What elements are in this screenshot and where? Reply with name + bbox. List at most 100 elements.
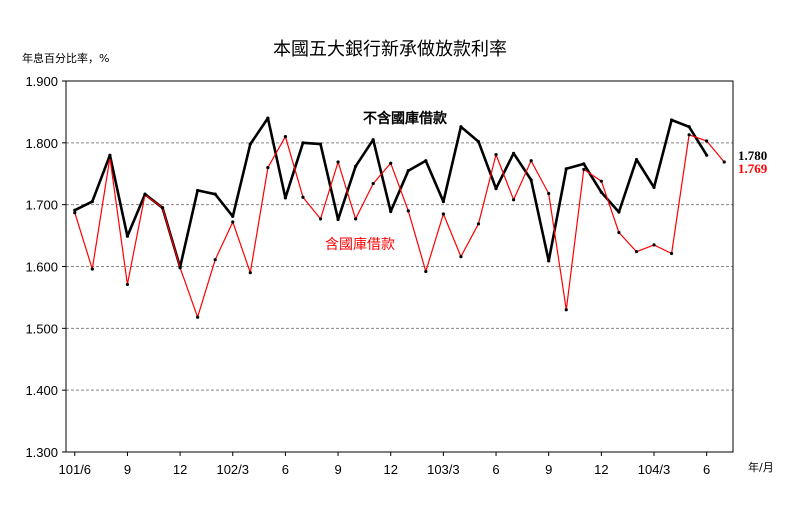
- x-tick-label: 6: [492, 462, 499, 477]
- x-tick-label: 102/3: [216, 462, 249, 477]
- data-point: [547, 259, 551, 263]
- x-tick-label: 6: [282, 462, 289, 477]
- x-tick-label: 104/3: [638, 462, 671, 477]
- y-axis-ticks: 1.300 1.400 1.500 1.600 1.700 1.800 1.900: [25, 74, 66, 460]
- x-axis-ticks: 101/6 9 12 102/3 6 9 12 103/3 6 9 12 104/3 6: [59, 452, 710, 477]
- data-point: [599, 179, 603, 183]
- data-point: [90, 267, 94, 271]
- series-group: [73, 116, 726, 319]
- y-tick-label: 1.600: [25, 260, 58, 275]
- data-point: [476, 139, 481, 144]
- y-tick-label: 1.800: [25, 136, 58, 151]
- data-point: [125, 234, 130, 238]
- data-point: [389, 161, 393, 165]
- grid-lines: [66, 142, 733, 391]
- data-point: [283, 135, 288, 139]
- data-point: [389, 209, 393, 214]
- series-line-including-treasury: [74, 134, 725, 318]
- data-point: [547, 191, 551, 196]
- data-point: [599, 190, 603, 194]
- data-point: [266, 165, 270, 170]
- data-point: [564, 308, 568, 312]
- data-point: [73, 208, 77, 212]
- end-value-excluding-treasury: 1.780: [738, 148, 767, 163]
- data-point: [582, 162, 586, 166]
- data-point: [634, 157, 639, 162]
- x-tick-label: 9: [545, 462, 552, 477]
- data-point: [669, 118, 674, 122]
- data-point: [687, 125, 691, 129]
- data-point: [424, 269, 428, 274]
- data-point: [494, 186, 498, 191]
- data-point: [318, 142, 323, 146]
- x-tick-label: 12: [173, 462, 187, 477]
- data-point: [406, 209, 410, 213]
- data-point: [652, 185, 656, 189]
- x-tick-label: 103/3: [427, 462, 460, 477]
- data-point: [529, 178, 533, 182]
- data-point: [336, 160, 340, 164]
- data-point: [511, 151, 516, 155]
- data-point: [248, 271, 252, 275]
- x-tick-label: 12: [594, 462, 608, 477]
- data-point: [266, 116, 270, 120]
- data-point: [371, 138, 375, 142]
- data-point: [354, 164, 358, 168]
- data-point: [617, 230, 621, 235]
- data-point: [213, 192, 217, 196]
- data-point: [564, 167, 568, 171]
- data-point: [705, 139, 709, 143]
- y-tick-label: 1.700: [25, 198, 58, 213]
- data-point: [582, 167, 586, 172]
- data-point: [143, 193, 147, 197]
- data-point: [634, 250, 639, 254]
- x-tick-label: 101/6: [59, 462, 92, 477]
- data-point: [459, 125, 463, 129]
- series-label-excluding-treasury: 不含國庫借款: [363, 110, 448, 127]
- data-point: [125, 282, 130, 287]
- data-point: [231, 220, 235, 224]
- data-point: [424, 159, 428, 163]
- y-tick-label: 1.300: [25, 445, 58, 460]
- data-point: [108, 156, 112, 160]
- data-point: [336, 217, 340, 222]
- data-point: [511, 198, 516, 202]
- data-point: [354, 217, 358, 221]
- data-point: [318, 217, 323, 221]
- data-point: [669, 251, 674, 256]
- series-label-including-treasury: 含國庫借款: [325, 236, 395, 253]
- data-point: [73, 211, 77, 215]
- data-point: [617, 210, 621, 214]
- x-axis-label: 年/月: [748, 460, 774, 474]
- data-point: [160, 206, 165, 210]
- data-point: [301, 141, 305, 145]
- y-axis-label: 年息百分比率，%: [22, 51, 109, 65]
- data-point: [476, 222, 481, 226]
- data-point: [722, 160, 726, 164]
- data-point: [90, 199, 94, 204]
- chart-title: 本國五大銀行新承做放款利率: [273, 39, 507, 60]
- data-point: [371, 182, 375, 186]
- y-tick-label: 1.400: [25, 383, 58, 398]
- data-point: [652, 243, 656, 247]
- data-point: [231, 214, 235, 219]
- data-point: [459, 255, 463, 259]
- data-point: [301, 195, 305, 199]
- x-tick-label: 12: [383, 462, 397, 477]
- x-tick-label: 9: [334, 462, 341, 477]
- data-point: [441, 199, 445, 204]
- data-point: [196, 188, 200, 193]
- data-point: [108, 153, 112, 157]
- data-point: [494, 152, 498, 157]
- x-tick-label: 9: [124, 462, 131, 477]
- data-point: [687, 133, 691, 137]
- y-tick-label: 1.500: [25, 321, 58, 336]
- data-point: [196, 315, 200, 319]
- data-point: [529, 159, 533, 163]
- data-point: [248, 142, 252, 146]
- data-point: [213, 258, 217, 262]
- data-point: [178, 266, 182, 270]
- data-point: [283, 196, 288, 200]
- end-value-including-treasury: 1.769: [738, 161, 768, 176]
